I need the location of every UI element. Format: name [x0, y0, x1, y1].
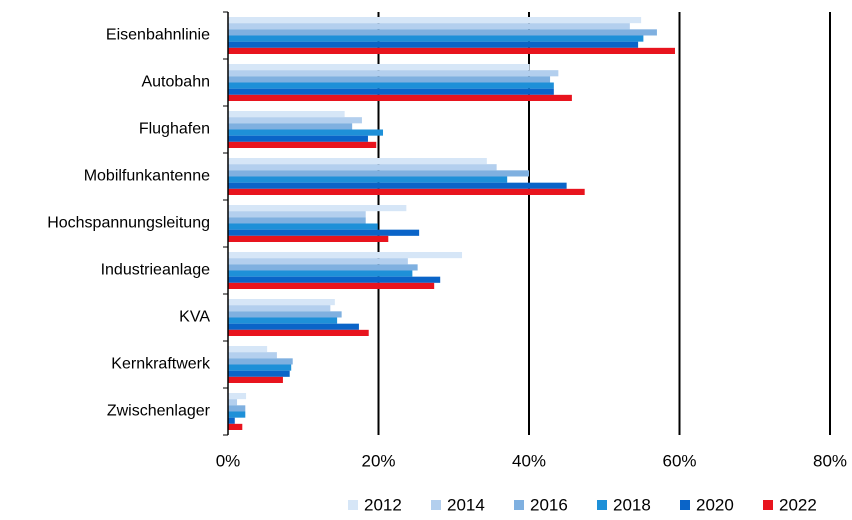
bar — [228, 17, 642, 24]
legend-swatch — [680, 500, 690, 510]
bar — [228, 64, 530, 71]
bar — [228, 141, 377, 148]
bar — [228, 158, 487, 165]
bar — [228, 235, 389, 242]
bar — [228, 376, 283, 383]
x-tick-label: 40% — [512, 451, 546, 470]
bar — [228, 329, 369, 336]
bar — [228, 23, 630, 30]
y-tick-label: KVA — [179, 309, 210, 326]
y-tick-label: Zwischenlager — [107, 403, 211, 420]
bar — [228, 76, 551, 83]
bar — [228, 423, 243, 430]
bar — [228, 405, 246, 412]
legend-label: 2012 — [364, 495, 402, 514]
bar — [228, 411, 246, 418]
bar — [228, 282, 435, 289]
legend-swatch — [597, 500, 607, 510]
bar — [228, 252, 463, 259]
bar — [228, 393, 247, 400]
bar — [228, 229, 420, 236]
x-tick-label: 0% — [216, 451, 241, 470]
bar — [228, 264, 418, 271]
bar — [228, 176, 508, 183]
x-tick-label: 80% — [813, 451, 847, 470]
bar — [228, 352, 277, 359]
bar — [228, 305, 331, 312]
x-tick-label: 60% — [662, 451, 696, 470]
y-tick-label: Flughafen — [139, 121, 210, 138]
bar — [228, 111, 345, 118]
y-tick-label: Mobilfunkantenne — [84, 168, 210, 185]
bar — [228, 29, 657, 36]
bar — [228, 94, 572, 101]
bar — [228, 317, 338, 324]
legend-swatch — [431, 500, 441, 510]
legend-label: 2016 — [530, 495, 568, 514]
legend-label: 2022 — [779, 495, 817, 514]
x-tick-label: 20% — [361, 451, 395, 470]
bar — [228, 170, 529, 177]
bar — [228, 164, 497, 171]
legend-label: 2018 — [613, 495, 651, 514]
bar — [228, 311, 342, 318]
legend-swatch — [763, 500, 773, 510]
bar — [228, 270, 413, 277]
bar — [228, 223, 378, 230]
y-tick-label: Industrieanlage — [101, 262, 211, 279]
bar — [228, 205, 407, 212]
bar — [228, 47, 675, 54]
bar — [228, 399, 238, 406]
bar — [228, 323, 359, 330]
bar — [228, 182, 567, 189]
bar — [228, 117, 362, 124]
y-tick-label: Autobahn — [141, 74, 210, 91]
legend-swatch — [514, 500, 524, 510]
bar — [228, 82, 554, 89]
bar — [228, 88, 554, 95]
legend-swatch — [348, 500, 358, 510]
y-tick-label: Hochspannungsleitung — [47, 215, 210, 232]
y-tick-label: Kernkraftwerk — [111, 356, 211, 373]
bar — [228, 258, 408, 265]
bar — [228, 123, 353, 130]
bar — [228, 417, 235, 424]
bar — [228, 41, 639, 48]
bar — [228, 70, 559, 77]
bar — [228, 129, 384, 136]
legend-label: 2020 — [696, 495, 734, 514]
bar — [228, 346, 268, 353]
bar — [228, 211, 366, 218]
legend-label: 2014 — [447, 495, 485, 514]
bar — [228, 217, 366, 224]
bar — [228, 364, 292, 371]
bar — [228, 370, 290, 377]
bar — [228, 299, 335, 306]
bar — [228, 276, 441, 283]
bar — [228, 135, 368, 142]
bar — [228, 188, 585, 195]
y-tick-label: Eisenbahnlinie — [106, 27, 210, 44]
bar — [228, 358, 293, 365]
bar — [228, 35, 644, 42]
